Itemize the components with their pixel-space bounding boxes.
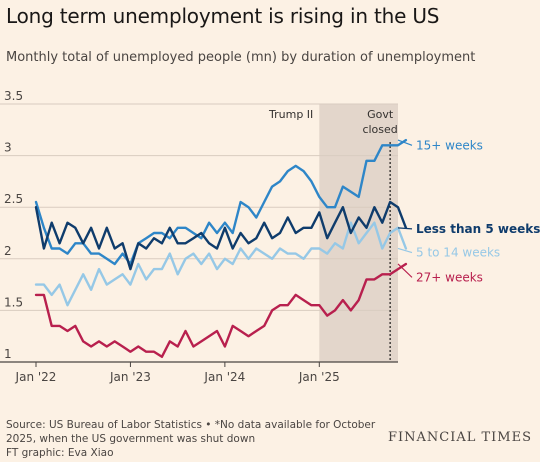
series-label-less-than-5-weeks: Less than 5 weeks xyxy=(416,222,540,236)
y-tick-label: 3 xyxy=(4,141,12,155)
series-line-15-weeks xyxy=(34,138,408,266)
x-tick-label: Jan '24 xyxy=(203,370,245,384)
y-tick-label: 2 xyxy=(4,244,12,258)
x-tick-label: Jan '22 xyxy=(15,370,57,384)
series-label-15-weeks: 15+ weeks xyxy=(416,138,483,152)
govt-closed-label: Govt xyxy=(367,108,394,121)
source-note-line-2: 2025, when the US government was shut do… xyxy=(6,433,256,445)
series-line-27-weeks xyxy=(34,262,408,358)
series-label-leader-27-weeks xyxy=(397,263,413,278)
x-tick-label: Jan '23 xyxy=(109,370,151,384)
chart-subtitle: Monthly total of unemployed people (mn) … xyxy=(6,50,476,65)
series-label-leader-less-than-5-weeks xyxy=(397,227,413,230)
series-label-27-weeks: 27+ weeks xyxy=(416,270,483,284)
chart-footer: Source: US Bureau of Labor Statistics • … xyxy=(6,418,375,460)
graphic-credit: FT graphic: Eva Xiao xyxy=(6,447,114,459)
y-tick-label: 1.5 xyxy=(4,295,23,309)
y-tick-label: 1 xyxy=(4,347,12,361)
source-note-line-1: Source: US Bureau of Labor Statistics • … xyxy=(6,419,376,431)
govt-closed-label-line-2: closed xyxy=(362,123,397,136)
series-label-leader-5-to-14-weeks xyxy=(397,247,413,254)
trump-ii-shaded-region xyxy=(319,104,398,362)
x-tick-label: Jan '25 xyxy=(298,370,340,384)
series-label-5-to-14-weeks: 5 to 14 weeks xyxy=(416,246,500,260)
y-tick-label: 3.5 xyxy=(4,89,23,103)
y-tick-label: 2.5 xyxy=(4,192,23,206)
series-line-less-than-5-weeks xyxy=(34,200,408,271)
series-label-leader-15-weeks xyxy=(397,139,413,146)
ft-logo-text: FINANCIAL TIMES xyxy=(387,430,532,445)
series-line-5-to-14-weeks xyxy=(34,221,408,307)
trump-ii-label: Trump II xyxy=(268,108,313,121)
chart-title: Long term unemployment is rising in the … xyxy=(6,4,440,28)
